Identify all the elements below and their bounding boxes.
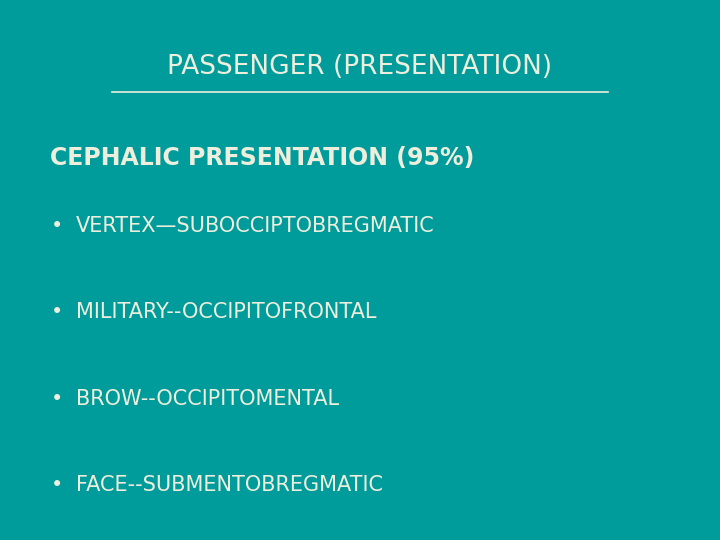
Text: CEPHALIC PRESENTATION (95%): CEPHALIC PRESENTATION (95%) — [50, 146, 474, 170]
Text: PASSENGER (PRESENTATION): PASSENGER (PRESENTATION) — [168, 54, 552, 80]
Text: •: • — [50, 216, 63, 236]
Text: •: • — [50, 302, 63, 322]
Text: •: • — [50, 475, 63, 495]
Text: VERTEX—SUBOCCIPTOBREGMATIC: VERTEX—SUBOCCIPTOBREGMATIC — [76, 216, 434, 236]
Text: FACE--SUBMENTOBREGMATIC: FACE--SUBMENTOBREGMATIC — [76, 475, 382, 495]
Text: BROW--OCCIPITOMENTAL: BROW--OCCIPITOMENTAL — [76, 389, 338, 409]
Text: MILITARY--OCCIPITOFRONTAL: MILITARY--OCCIPITOFRONTAL — [76, 302, 376, 322]
Text: •: • — [50, 389, 63, 409]
